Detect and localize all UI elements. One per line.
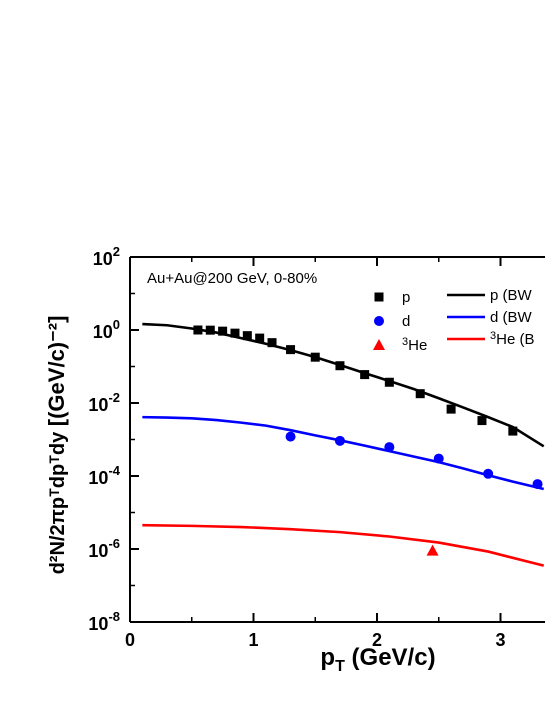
x-tick-label: 0 bbox=[125, 630, 135, 650]
legend-marker-label: 3He bbox=[402, 336, 427, 354]
x-tick-label: 3 bbox=[495, 630, 505, 650]
data-point-square bbox=[360, 370, 370, 380]
data-point-square bbox=[267, 338, 277, 348]
series-line bbox=[142, 322, 545, 448]
y-tick-label: 10-8 bbox=[88, 609, 120, 634]
data-point-square bbox=[218, 326, 228, 336]
data-point-square bbox=[205, 325, 215, 335]
data-point-circle bbox=[285, 431, 296, 442]
y-tick-label: 10-2 bbox=[88, 390, 120, 415]
series bbox=[142, 322, 545, 567]
x-tick-label: 1 bbox=[248, 630, 258, 650]
data-point-square bbox=[477, 416, 487, 426]
legend: pd 3He p (BW d (BW 3He (B bbox=[373, 287, 534, 354]
annotation-text: Au+Au@200 GeV, 0-80% bbox=[147, 270, 317, 287]
legend-line-label: 3He (B bbox=[490, 330, 534, 348]
y-tick-label: 102 bbox=[93, 244, 120, 269]
series-curve bbox=[142, 415, 545, 491]
series-points bbox=[426, 544, 439, 556]
series-points bbox=[193, 325, 518, 436]
legend-marker-triangle bbox=[373, 339, 385, 350]
legend-marker-label: d bbox=[402, 313, 410, 330]
series-curve bbox=[142, 523, 545, 567]
ticks: 0 1 2 3 102 100 10-2 10-4 10-6 10-8 bbox=[88, 244, 505, 650]
y-tick-label: 10-4 bbox=[88, 463, 120, 488]
legend-marker-circle bbox=[374, 316, 384, 326]
x-tick-label: 2 bbox=[372, 630, 382, 650]
series-curve bbox=[142, 322, 545, 448]
y-axis-title: d²N/2πpᵀdpᵀdy [(GeV/c)⁻²] bbox=[44, 316, 69, 575]
legend-line-label: d (BW bbox=[490, 309, 533, 326]
data-point-square bbox=[415, 389, 425, 399]
x-axis-title: pT (GeV/c) bbox=[320, 644, 435, 675]
legend-marker-square bbox=[374, 292, 384, 302]
data-point-square bbox=[446, 404, 456, 414]
data-point-square bbox=[508, 426, 518, 436]
y-tick-label: 100 bbox=[93, 317, 120, 342]
data-point-square bbox=[242, 331, 252, 341]
data-point-square bbox=[255, 333, 265, 343]
legend-line-label: p (BW bbox=[490, 287, 533, 304]
series-line bbox=[142, 523, 545, 567]
data-point-square bbox=[230, 328, 240, 338]
data-point-triangle bbox=[426, 544, 439, 556]
y-tick-label: 10-6 bbox=[88, 536, 120, 561]
series-line bbox=[142, 415, 545, 491]
axis-titles: pT (GeV/c) d²N/2πpᵀdpᵀdy [(GeV/c)⁻²] bbox=[44, 316, 436, 675]
legend-marker-label: p bbox=[402, 289, 410, 306]
